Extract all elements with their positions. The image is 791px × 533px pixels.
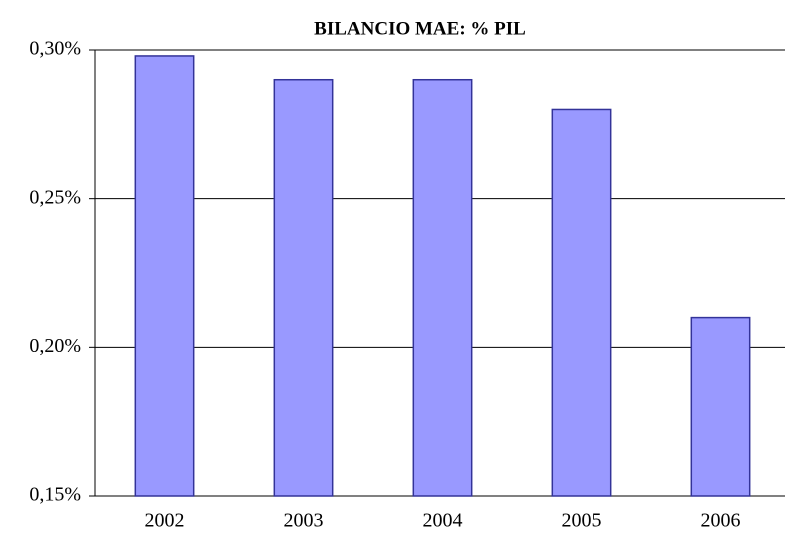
bar [690,316,751,497]
chart-title: BILANCIO MAE: % PIL [314,18,526,39]
x-tick-label: 2006 [701,510,741,532]
bar [412,78,473,497]
y-tick-label: 0,30% [29,38,81,60]
y-tick-label: 0,20% [29,335,81,357]
bar [273,78,334,497]
x-tick-label: 2005 [562,510,602,532]
x-tick-label: 2004 [423,510,463,532]
y-tick-label: 0,25% [29,186,81,208]
bar [551,108,612,497]
y-tick-label: 0,15% [29,484,81,506]
x-tick-label: 2002 [145,510,185,532]
x-tick-label: 2003 [284,510,324,532]
bar [134,55,195,497]
